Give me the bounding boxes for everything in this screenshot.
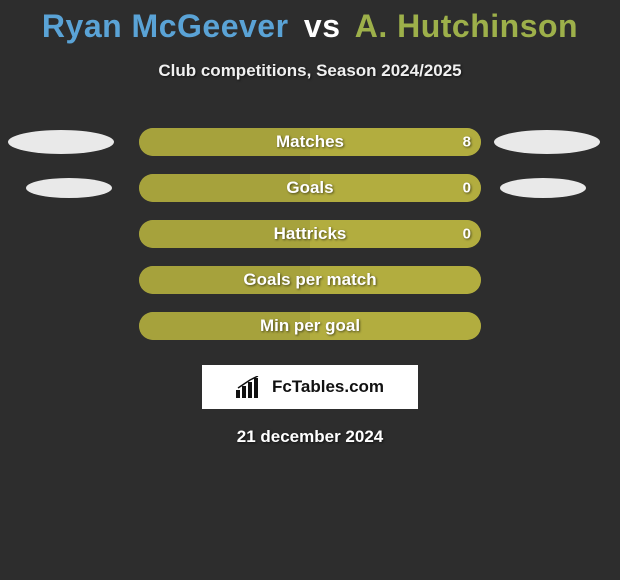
decorative-ellipse-right — [494, 130, 600, 154]
stat-bar: Goals per match — [139, 266, 481, 294]
comparison-chart: Matches 8 Goals 0 Hattricks 0 Goals per match M… — [0, 119, 620, 349]
page-title: Ryan McGeever vs A. Hutchinson — [0, 8, 620, 45]
stat-label: Matches — [276, 132, 344, 152]
stat-row: Hattricks 0 — [0, 211, 620, 257]
bar-fill-player2 — [310, 174, 481, 202]
decorative-ellipse-right — [500, 178, 586, 198]
chart-bars-icon — [236, 376, 264, 398]
stat-value: 0 — [463, 180, 471, 197]
decorative-ellipse-left — [26, 178, 112, 198]
decorative-ellipse-left — [8, 130, 114, 154]
date-text: 21 december 2024 — [0, 427, 620, 447]
player1-name: Ryan McGeever — [42, 8, 289, 44]
stat-bar: Hattricks 0 — [139, 220, 481, 248]
stat-label: Min per goal — [260, 316, 360, 336]
stat-bar: Matches 8 — [139, 128, 481, 156]
stat-row: Min per goal — [0, 303, 620, 349]
stat-bar: Goals 0 — [139, 174, 481, 202]
stat-row: Goals per match — [0, 257, 620, 303]
stat-label: Goals — [286, 178, 333, 198]
stat-value: 0 — [463, 226, 471, 243]
bar-fill-player1 — [139, 174, 310, 202]
stat-label: Hattricks — [274, 224, 347, 244]
stat-row: Matches 8 — [0, 119, 620, 165]
vs-text: vs — [304, 8, 341, 44]
stat-value: 8 — [463, 134, 471, 151]
branding-text: FcTables.com — [272, 377, 384, 397]
branding-box: FcTables.com — [202, 365, 418, 409]
player2-name: A. Hutchinson — [355, 8, 578, 44]
header: Ryan McGeever vs A. Hutchinson Club comp… — [0, 0, 620, 81]
stat-label: Goals per match — [243, 270, 376, 290]
subtitle: Club competitions, Season 2024/2025 — [0, 61, 620, 81]
stat-bar: Min per goal — [139, 312, 481, 340]
stat-row: Goals 0 — [0, 165, 620, 211]
